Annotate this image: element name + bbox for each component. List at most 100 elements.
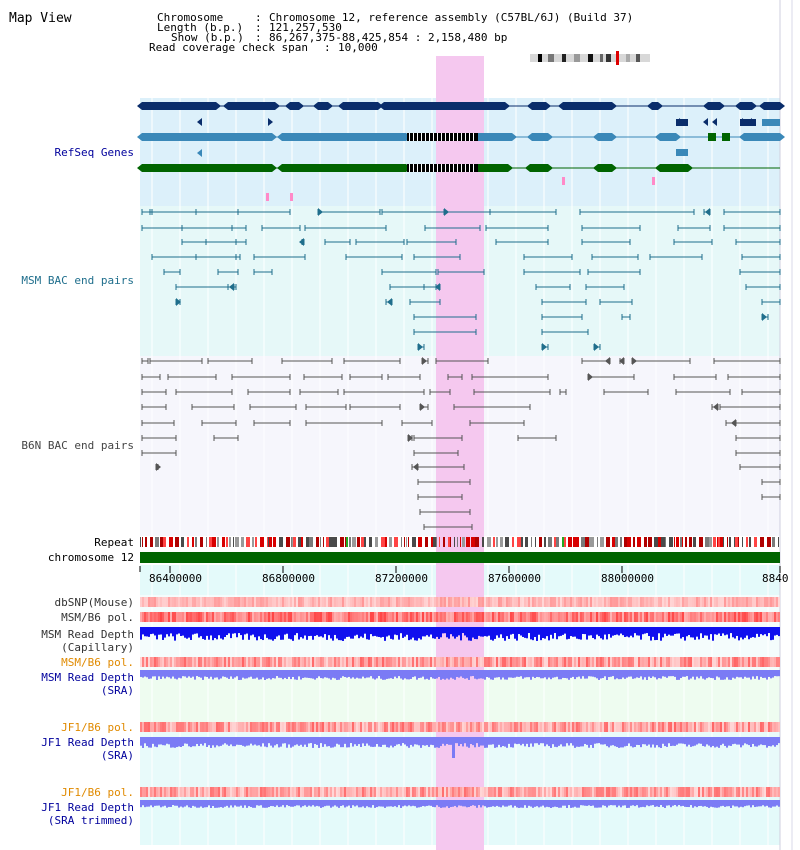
jf1-sra-depth-bar bbox=[408, 737, 410, 748]
jf1-b6-pol-strip-2 bbox=[276, 787, 278, 797]
msm-b6-pol-strip bbox=[196, 612, 198, 622]
track-label-jf1-depth-sra[interactable]: JF1 Read Depth bbox=[41, 736, 134, 749]
dbsnp-strip bbox=[430, 597, 432, 607]
msm-b6-pol-strip-2 bbox=[442, 657, 444, 667]
jf1-trim-depth-bar bbox=[550, 800, 552, 808]
msm-sra-depth-bar bbox=[572, 670, 574, 677]
msm-b6-pol-strip-2 bbox=[170, 657, 172, 667]
msm-sra-depth-bar bbox=[188, 670, 190, 677]
jf1-sra-depth-bar bbox=[354, 737, 356, 745]
jf1-b6-pol-strip-2 bbox=[364, 787, 366, 797]
track-label-msm-depth-capillary[interactable]: MSM Read Depth bbox=[41, 628, 134, 641]
jf1-sra-depth-bar bbox=[378, 737, 380, 747]
jf1-b6-pol-strip bbox=[376, 722, 378, 732]
jf1-sra-depth-bar bbox=[450, 737, 452, 745]
msm-b6-pol-strip bbox=[666, 612, 668, 622]
jf1-sra-depth-bar bbox=[620, 737, 622, 748]
dbsnp-strip bbox=[660, 597, 662, 607]
repeat-element bbox=[709, 537, 712, 547]
msm-b6-pol-strip-2 bbox=[298, 657, 300, 667]
repeat-element bbox=[404, 537, 405, 547]
dbsnp-strip bbox=[212, 597, 214, 607]
jf1-b6-pol-strip-2 bbox=[448, 787, 450, 797]
jf1-trim-depth-bar bbox=[248, 800, 250, 807]
track-label-msm-depth-sra[interactable]: MSM Read Depth bbox=[41, 671, 134, 684]
track-label-jf1-b6-pol-1[interactable]: JF1/B6 pol. bbox=[61, 721, 134, 734]
jf1-b6-pol-strip bbox=[358, 722, 360, 732]
msm-b6-pol-strip bbox=[762, 612, 764, 622]
jf1-b6-pol-strip-2 bbox=[616, 787, 618, 797]
msm-capillary-depth-bar bbox=[420, 627, 422, 640]
track-label-dbsnp[interactable]: dbSNP(Mouse) bbox=[55, 596, 134, 609]
msm-capillary-depth-bar bbox=[674, 627, 676, 634]
jf1-b6-pol-strip-2 bbox=[152, 787, 154, 797]
msm-b6-pol-strip bbox=[356, 612, 358, 622]
msm-b6-pol-strip-2 bbox=[638, 657, 640, 667]
msm-b6-pol-strip-2 bbox=[194, 657, 196, 667]
msm-capillary-depth-bar bbox=[152, 627, 154, 634]
track-label-chromosome[interactable]: chromosome 12 bbox=[48, 551, 134, 564]
jf1-trim-depth-bar bbox=[488, 800, 490, 808]
msm-sra-depth-bar bbox=[468, 670, 470, 680]
jf1-trim-depth-bar bbox=[506, 800, 508, 807]
msm-capillary-depth-bar bbox=[220, 627, 222, 639]
msm-b6-pol-strip bbox=[206, 612, 208, 622]
track-label-repeat[interactable]: Repeat bbox=[94, 536, 134, 549]
msm-sra-depth-bar bbox=[304, 670, 306, 678]
jf1-trim-depth-bar bbox=[630, 800, 632, 806]
msm-b6-pol-strip bbox=[480, 612, 482, 622]
msm-sra-depth-bar bbox=[384, 670, 386, 680]
dbsnp-strip bbox=[360, 597, 362, 607]
msm-sra-depth-bar bbox=[714, 670, 716, 680]
dbsnp-strip bbox=[342, 597, 344, 607]
track-label-msm-b6-pol-1[interactable]: MSM/B6 pol. bbox=[61, 611, 134, 624]
msm-sra-depth-bar bbox=[462, 670, 464, 678]
msm-b6-pol-strip bbox=[776, 612, 778, 622]
jf1-b6-pol-strip bbox=[170, 722, 172, 732]
msm-b6-pol-strip-2 bbox=[510, 657, 512, 667]
jf1-b6-pol-strip-2 bbox=[564, 787, 566, 797]
msm-sra-depth-bar bbox=[444, 670, 446, 680]
ideogram-band bbox=[626, 54, 630, 62]
msm-sra-depth-bar bbox=[624, 670, 626, 679]
exon-gap bbox=[429, 133, 430, 141]
track-label-b6n-bac[interactable]: B6N BAC end pairs bbox=[21, 439, 134, 452]
jf1-b6-pol-strip-2 bbox=[336, 787, 338, 797]
msm-capillary-depth-bar bbox=[742, 627, 744, 640]
refseq-gene-strand-arrow bbox=[647, 102, 652, 110]
track-label-refseq[interactable]: RefSeq Genes bbox=[55, 146, 134, 159]
jf1-sra-depth-bar bbox=[346, 737, 348, 748]
msm-b6-pol-strip bbox=[220, 612, 222, 622]
track-label-jf1-b6-pol-2[interactable]: JF1/B6 pol. bbox=[61, 786, 134, 799]
msm-sra-depth-bar bbox=[232, 670, 234, 679]
jf1-sra-depth-bar bbox=[586, 737, 588, 745]
msm-capillary-depth-bar bbox=[346, 627, 348, 637]
msm-capillary-depth-bar bbox=[168, 627, 170, 637]
track-label-jf1-depth-trimmed[interactable]: JF1 Read Depth bbox=[41, 801, 134, 814]
jf1-trim-depth-bar bbox=[766, 800, 768, 806]
msm-sra-depth-bar bbox=[400, 670, 402, 679]
dbsnp-strip bbox=[146, 597, 148, 607]
msm-b6-pol-strip-2 bbox=[316, 657, 318, 667]
jf1-b6-pol-strip-2 bbox=[232, 787, 234, 797]
msm-sra-depth-bar bbox=[164, 670, 166, 679]
jf1-sra-depth-bar bbox=[146, 737, 148, 747]
jf1-sra-depth-bar bbox=[250, 737, 252, 744]
jf1-b6-pol-strip-2 bbox=[222, 787, 224, 797]
dbsnp-strip bbox=[220, 597, 222, 607]
msm-sra-depth-bar bbox=[216, 670, 218, 678]
track-label-msm-bac[interactable]: MSM BAC end pairs bbox=[21, 274, 134, 287]
jf1-sra-depth-bar bbox=[568, 737, 570, 746]
jf1-sra-depth-bar bbox=[240, 737, 242, 745]
jf1-trim-depth-bar bbox=[520, 800, 522, 808]
msm-b6-pol-strip bbox=[530, 612, 532, 622]
jf1-b6-pol-strip bbox=[612, 722, 614, 732]
repeat-element bbox=[340, 537, 344, 547]
msm-b6-pol-strip-2 bbox=[486, 657, 488, 667]
repeat-element bbox=[487, 537, 491, 547]
jf1-b6-pol-strip-2 bbox=[514, 787, 516, 797]
track-label-msm-b6-pol-2[interactable]: MSM/B6 pol. bbox=[61, 656, 134, 669]
jf1-b6-pol-strip-2 bbox=[284, 787, 286, 797]
info-chromosome-value: Chromosome 12, reference assembly (C57BL… bbox=[269, 11, 633, 24]
